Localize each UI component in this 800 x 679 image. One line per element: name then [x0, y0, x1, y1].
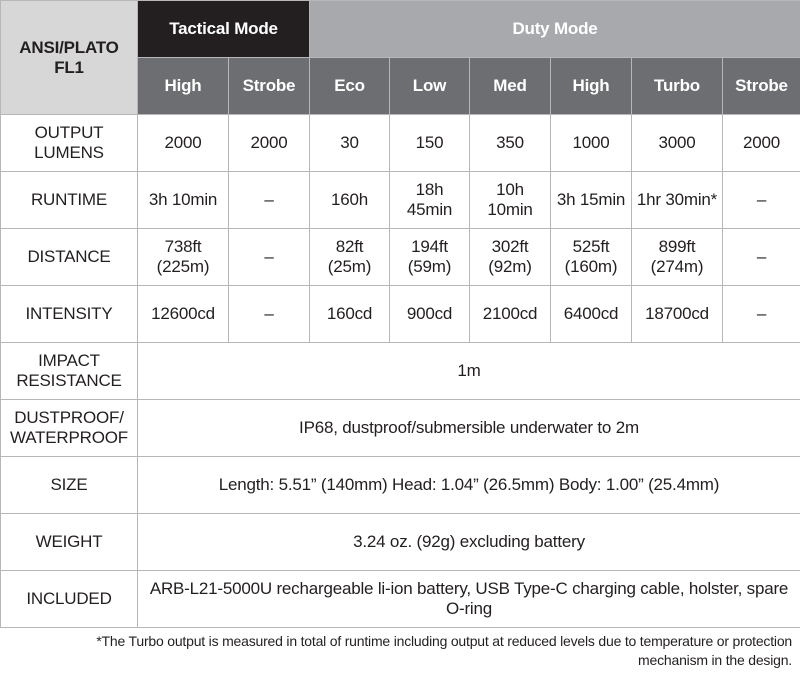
table-row: INCLUDED ARB-L21-5000U rechargeable li-i…: [0, 570, 800, 628]
table-cell: 3h 10min: [137, 171, 229, 229]
table-cell: –: [228, 285, 310, 343]
table-cell: 738ft (225m): [137, 228, 229, 286]
table-cell: 2000: [137, 114, 229, 172]
table-cell: 3h 15min: [550, 171, 632, 229]
table-cell: 160h: [309, 171, 390, 229]
table-cell: –: [228, 171, 310, 229]
table-cell: 2000: [228, 114, 310, 172]
table-cell: 525ft (160m): [550, 228, 632, 286]
table-cell: 160cd: [309, 285, 390, 343]
spec-table: ANSI/PLATO FL1 Tactical Mode Duty Mode H…: [0, 0, 800, 628]
table-row: IMPACT RESISTANCE 1m: [0, 342, 800, 400]
table-cell: 6400cd: [550, 285, 632, 343]
mode-header: Eco: [309, 57, 390, 115]
span-cell-waterproof: IP68, dustproof/submersible underwater t…: [137, 399, 800, 457]
table-cell: 82ft (25m): [309, 228, 390, 286]
table-cell: 3000: [631, 114, 723, 172]
table-row: WEIGHT 3.24 oz. (92g) excluding battery: [0, 513, 800, 571]
table-cell: 899ft (274m): [631, 228, 723, 286]
span-cell-weight: 3.24 oz. (92g) excluding battery: [137, 513, 800, 571]
mode-header: Med: [469, 57, 551, 115]
table-cell: 30: [309, 114, 390, 172]
mode-header: Low: [389, 57, 470, 115]
table-cell: 1hr 30min*: [631, 171, 723, 229]
table-cell: 2000: [722, 114, 800, 172]
table-cell: 350: [469, 114, 551, 172]
table-cell: –: [722, 228, 800, 286]
row-label-intensity: INTENSITY: [0, 285, 138, 343]
row-label-impact: IMPACT RESISTANCE: [0, 342, 138, 400]
mode-header: Strobe: [722, 57, 800, 115]
mode-header: High: [137, 57, 229, 115]
mode-header: Strobe: [228, 57, 310, 115]
footnote: *The Turbo output is measured in total o…: [0, 632, 792, 670]
table-row: RUNTIME 3h 10min – 160h 18h 45min 10h 10…: [0, 171, 800, 229]
row-label-size: SIZE: [0, 456, 138, 514]
table-row: OUTPUT LUMENS 2000 2000 30 150 350 1000 …: [0, 114, 800, 172]
table-row: INTENSITY 12600cd – 160cd 900cd 2100cd 6…: [0, 285, 800, 343]
table-cell: 1000: [550, 114, 632, 172]
table-cell: 150: [389, 114, 470, 172]
row-label-runtime: RUNTIME: [0, 171, 138, 229]
table-cell: –: [722, 171, 800, 229]
table-cell: 194ft (59m): [389, 228, 470, 286]
footnote-line: *The Turbo output is measured in total o…: [96, 633, 792, 649]
table-row: DISTANCE 738ft (225m) – 82ft (25m) 194ft…: [0, 228, 800, 286]
footnote-line: mechanism in the design.: [638, 652, 792, 668]
table-cell: 18700cd: [631, 285, 723, 343]
tactical-mode-header: Tactical Mode: [137, 0, 310, 58]
table-cell: –: [228, 228, 310, 286]
span-cell-impact: 1m: [137, 342, 800, 400]
row-label-included: INCLUDED: [0, 570, 138, 628]
span-cell-size: Length: 5.51” (140mm) Head: 1.04” (26.5m…: [137, 456, 800, 514]
table-cell: 302ft (92m): [469, 228, 551, 286]
duty-mode-header: Duty Mode: [309, 0, 800, 58]
table-row: DUSTPROOF/ WATERPROOF IP68, dustproof/su…: [0, 399, 800, 457]
mode-header: High: [550, 57, 632, 115]
corner-label: ANSI/PLATO FL1: [0, 0, 138, 115]
row-label-waterproof: DUSTPROOF/ WATERPROOF: [0, 399, 138, 457]
row-label-weight: WEIGHT: [0, 513, 138, 571]
table-row: SIZE Length: 5.51” (140mm) Head: 1.04” (…: [0, 456, 800, 514]
row-label-output: OUTPUT LUMENS: [0, 114, 138, 172]
table-cell: 18h 45min: [389, 171, 470, 229]
span-cell-included: ARB-L21-5000U rechargeable li-ion batter…: [137, 570, 800, 628]
mode-header: Turbo: [631, 57, 723, 115]
table-cell: 900cd: [389, 285, 470, 343]
table-cell: 10h 10min: [469, 171, 551, 229]
table-cell: 2100cd: [469, 285, 551, 343]
table-cell: –: [722, 285, 800, 343]
row-label-distance: DISTANCE: [0, 228, 138, 286]
table-cell: 12600cd: [137, 285, 229, 343]
